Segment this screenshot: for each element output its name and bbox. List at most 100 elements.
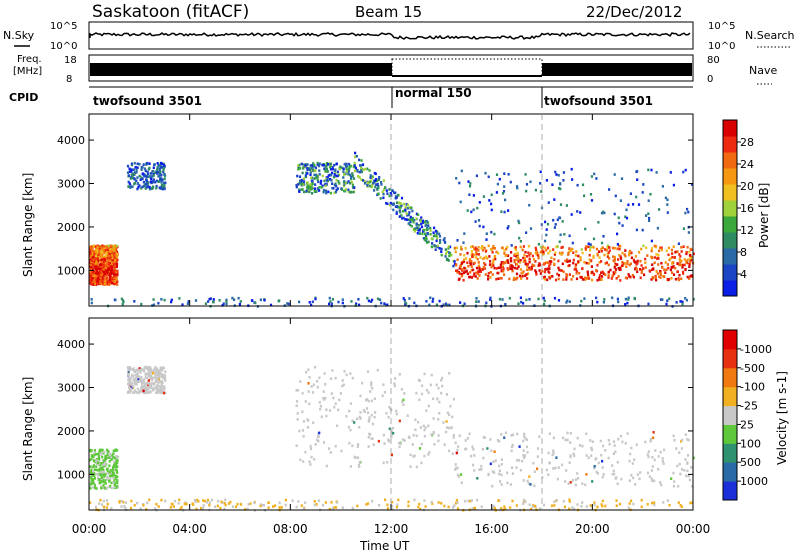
freq-bar-2 — [542, 63, 692, 76]
heatmap-cell — [607, 439, 610, 442]
heatmap-cell — [316, 175, 319, 178]
colorbar-segment — [723, 216, 737, 233]
heatmap-cell — [145, 508, 148, 511]
heatmap-cell — [157, 301, 160, 305]
heatmap-cell — [100, 453, 103, 456]
heatmap-cell — [611, 296, 614, 300]
heatmap-cell — [509, 267, 512, 270]
heatmap-cell — [543, 270, 546, 274]
heatmap-cell — [503, 185, 506, 188]
heatmap-cell — [114, 456, 117, 460]
heatmap-cell — [108, 268, 111, 271]
heatmap-cell — [548, 264, 551, 268]
heatmap-cell — [613, 212, 616, 216]
heatmap-cell — [136, 182, 139, 186]
heatmap-cell — [627, 506, 630, 509]
heatmap-cell — [523, 258, 527, 262]
heatmap-cell — [106, 476, 109, 479]
heatmap-cell — [584, 276, 587, 280]
heatmap-cell — [441, 376, 444, 380]
heatmap-cell — [159, 386, 162, 389]
heatmap-cell — [220, 500, 223, 504]
heatmap-cell — [320, 186, 323, 189]
heatmap-cell — [423, 499, 426, 502]
heatmap-cell — [659, 481, 662, 484]
heatmap-cell — [598, 274, 602, 277]
heatmap-cell — [224, 503, 227, 507]
heatmap-cell — [686, 438, 689, 441]
heatmap-cell — [314, 166, 317, 170]
heatmap-cell — [398, 445, 401, 449]
heatmap-cell — [508, 277, 511, 281]
heatmap-cell — [485, 232, 488, 235]
heatmap-cell — [112, 272, 115, 276]
heatmap-cell — [295, 400, 299, 403]
heatmap-cell — [107, 283, 111, 286]
heatmap-cell — [463, 253, 466, 257]
heatmap-cell — [635, 170, 638, 174]
heatmap-cell — [106, 253, 110, 257]
heatmap-cell — [515, 255, 518, 258]
heatmap-cell — [386, 507, 390, 510]
heatmap-cell — [545, 248, 548, 252]
heatmap-cell — [507, 225, 510, 228]
heatmap-cell — [627, 253, 631, 257]
heatmap-cell — [555, 456, 558, 459]
heatmap-cell — [565, 469, 568, 472]
heatmap-cell — [622, 262, 625, 265]
heatmap-cell — [160, 390, 163, 394]
heatmap-cell — [353, 177, 356, 180]
heatmap-cell — [499, 276, 502, 280]
heatmap-cell — [324, 501, 327, 504]
heatmap-cell — [690, 466, 693, 469]
heatmap-cell — [577, 254, 580, 258]
heatmap-cell — [105, 486, 108, 490]
heatmap-cell — [417, 505, 420, 509]
heatmap-cell — [440, 391, 443, 395]
heatmap-cell — [680, 259, 683, 263]
heatmap-cell — [501, 246, 504, 250]
heatmap-cell — [462, 241, 465, 244]
heatmap-cell — [466, 272, 469, 276]
heatmap-cell — [511, 433, 515, 437]
heatmap-cell — [627, 296, 630, 300]
heatmap-cell — [259, 298, 262, 302]
heatmap-cell — [310, 303, 313, 307]
heatmap-cell — [382, 383, 385, 386]
heatmap-cell — [513, 266, 516, 270]
heatmap-cell — [304, 174, 307, 177]
colorbar-tick-label: 8 — [740, 246, 747, 259]
heatmap-cell — [137, 369, 140, 372]
heatmap-cell — [668, 503, 671, 507]
freq-left-tick-top: 18 — [64, 55, 77, 66]
heatmap-cell — [425, 409, 428, 412]
heatmap-cell — [151, 170, 154, 173]
heatmap-cell — [595, 470, 598, 474]
heatmap-cell — [389, 203, 392, 207]
heatmap-cell — [141, 388, 144, 391]
heatmap-cell — [310, 385, 313, 388]
heatmap-cell — [358, 426, 361, 429]
heatmap-cell — [553, 258, 556, 261]
noise-panel — [88, 21, 694, 50]
heatmap-cell — [128, 378, 131, 382]
heatmap-cell — [112, 476, 115, 480]
heatmap-cell — [354, 169, 357, 173]
heatmap-cell — [161, 166, 164, 169]
heatmap-cell — [660, 483, 663, 487]
heatmap-cell — [300, 162, 303, 166]
heatmap-cell — [648, 475, 651, 478]
heatmap-cell — [581, 251, 584, 255]
heatmap-cell — [97, 469, 100, 472]
heatmap-cell — [155, 386, 158, 390]
heatmap-cell — [304, 400, 307, 403]
heatmap-cell — [147, 384, 150, 387]
heatmap-cell — [318, 186, 321, 189]
heatmap-cell — [324, 165, 327, 168]
heatmap-cell — [98, 448, 101, 452]
heatmap-cell — [476, 277, 479, 280]
heatmap-cell — [539, 272, 542, 275]
heatmap-cell — [105, 267, 108, 270]
heatmap-cell — [455, 177, 458, 180]
heatmap-cell — [522, 256, 525, 260]
